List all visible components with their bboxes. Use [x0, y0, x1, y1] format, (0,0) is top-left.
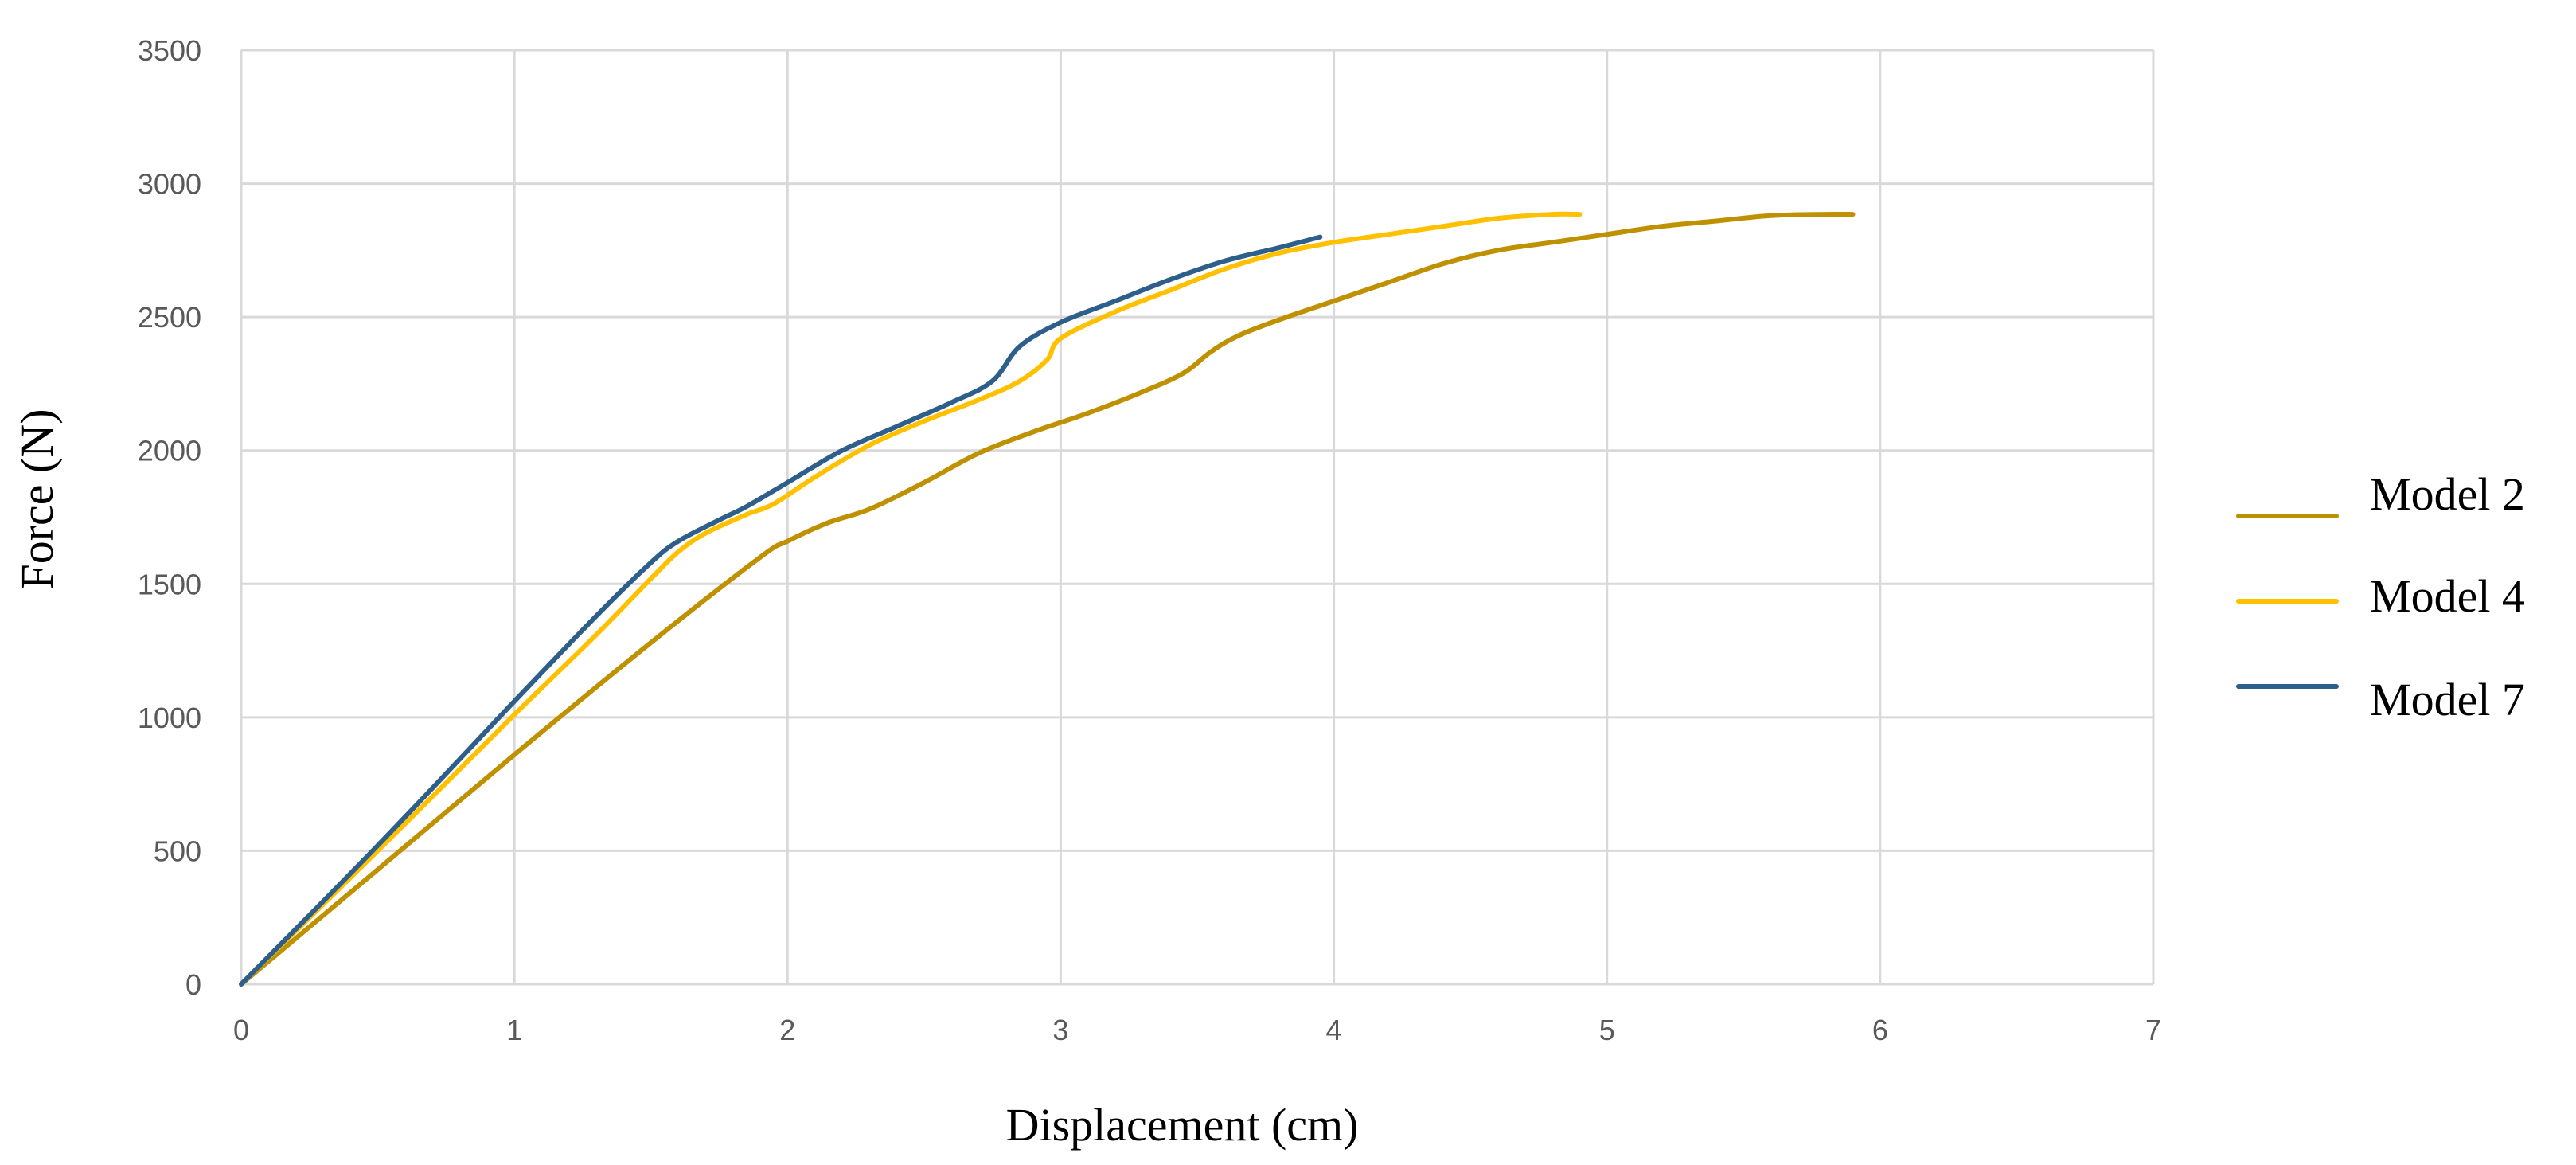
x-tick-label: 5	[1599, 1014, 1615, 1046]
x-tick-label: 6	[1872, 1014, 1888, 1046]
x-tick-label: 7	[2145, 1014, 2161, 1046]
x-tick-label: 3	[1052, 1014, 1068, 1046]
x-tick-label: 1	[506, 1014, 522, 1046]
series-line-model-7	[239, 234, 1323, 987]
legend-label-model-7: Model 7	[2370, 674, 2525, 725]
grid	[240, 49, 2155, 986]
series-group	[239, 211, 1856, 987]
y-tick-label: 1500	[138, 568, 201, 600]
legend-label-model-2: Model 2	[2370, 468, 2525, 520]
y-tick-label: 1000	[138, 702, 201, 734]
y-tick-label: 2000	[138, 435, 201, 467]
series-line-model-2	[239, 211, 1856, 987]
x-tick-label: 0	[233, 1014, 249, 1046]
y-tick-label: 2500	[138, 301, 201, 334]
x-tick-label: 4	[1326, 1014, 1342, 1046]
y-tick-label: 0	[185, 968, 201, 1001]
y-tick-label: 3500	[138, 34, 201, 67]
y-tick-label: 3000	[138, 168, 201, 201]
legend: Model 2 Model 4 Model 7	[2236, 468, 2525, 725]
x-axis-ticks: 0 1 2 3 4 5 6 7	[233, 1014, 2161, 1046]
x-axis-title: Displacement (cm)	[1006, 1099, 1359, 1151]
legend-label-model-4: Model 4	[2370, 570, 2525, 622]
y-axis-ticks: 0 500 1000 1500 2000 2500 3000 3500	[138, 34, 201, 1001]
y-axis-title: Force (N)	[11, 409, 63, 589]
x-tick-label: 2	[779, 1014, 795, 1046]
series-line-model-4	[239, 211, 1583, 987]
y-tick-label: 500	[154, 835, 201, 867]
